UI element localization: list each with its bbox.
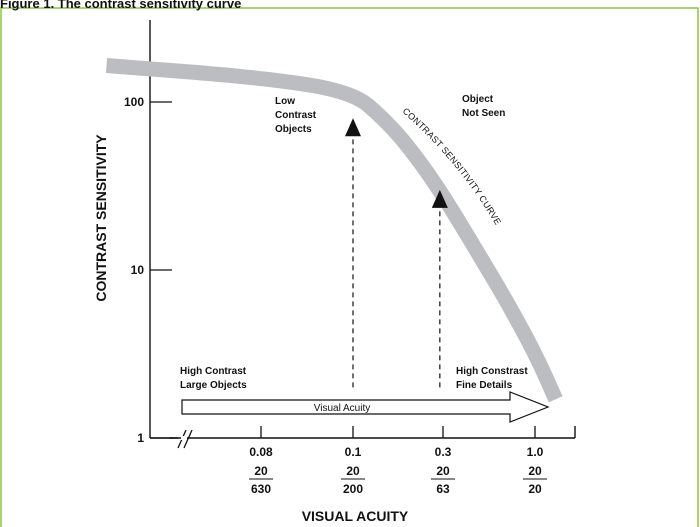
- x-tick-snellen-denominator: 630: [251, 482, 271, 496]
- x-tick-snellen-numerator: 20: [436, 464, 450, 478]
- annotation-not-seen-line-1: Object: [462, 94, 494, 105]
- y-tick-label: 100: [124, 95, 144, 109]
- annotation-high-large-line-1: High Contrast: [180, 366, 247, 377]
- x-tick-snellen-numerator: 20: [346, 464, 360, 478]
- annotation-high-fine-line-2: Fine Details: [456, 380, 513, 391]
- dashed-arrow-head: [431, 189, 448, 208]
- y-tick-label: 10: [131, 263, 145, 277]
- visual-acuity-label: Visual Acuity: [314, 403, 371, 414]
- y-tick-label: 1: [137, 431, 144, 445]
- x-axis-title: VISUAL ACUITY: [302, 508, 409, 524]
- x-axis-break: [177, 429, 193, 449]
- figure-caption-fragment: Figure 1. The contrast sensitivity curve: [0, 0, 242, 11]
- x-tick-label: 0.1: [345, 445, 362, 459]
- x-tick-snellen-numerator: 20: [254, 464, 268, 478]
- x-tick-label: 1.0: [527, 445, 544, 459]
- annotation-low-contrast-line-3: Objects: [275, 124, 312, 135]
- x-tick-snellen-denominator: 20: [528, 482, 542, 496]
- visual-acuity-arrow: Visual Acuity: [181, 391, 550, 423]
- x-tick-label: 0.3: [435, 445, 452, 459]
- arrow-layer: [345, 118, 448, 388]
- y-tick-group: 1 10 100: [124, 95, 172, 445]
- x-tick-snellen-denominator: 200: [343, 482, 363, 496]
- x-tick-snellen-denominator: 63: [436, 482, 450, 496]
- annotation-high-large-line-2: Large Objects: [180, 380, 247, 391]
- annotation-low-contrast-line-2: Contrast: [275, 110, 317, 121]
- x-tick-snellen-numerator: 20: [528, 464, 542, 478]
- x-tick-label: 0.08: [249, 445, 273, 459]
- annotation-low-contrast-line-1: Low: [275, 96, 295, 107]
- annotation-high-fine-line-1: High Constrast: [456, 366, 528, 377]
- x-tick-group: 0.08 20 630 0.1 20 200 0.3 20 63 1.0 20 20: [249, 426, 547, 496]
- contrast-sensitivity-curve: [105, 58, 563, 403]
- annotation-not-seen-line-2: Not Seen: [462, 108, 505, 119]
- curve-layer: [105, 58, 563, 403]
- dashed-arrow-head: [345, 118, 361, 137]
- y-axis-title: CONTRAST SENSITIVITY: [93, 134, 109, 302]
